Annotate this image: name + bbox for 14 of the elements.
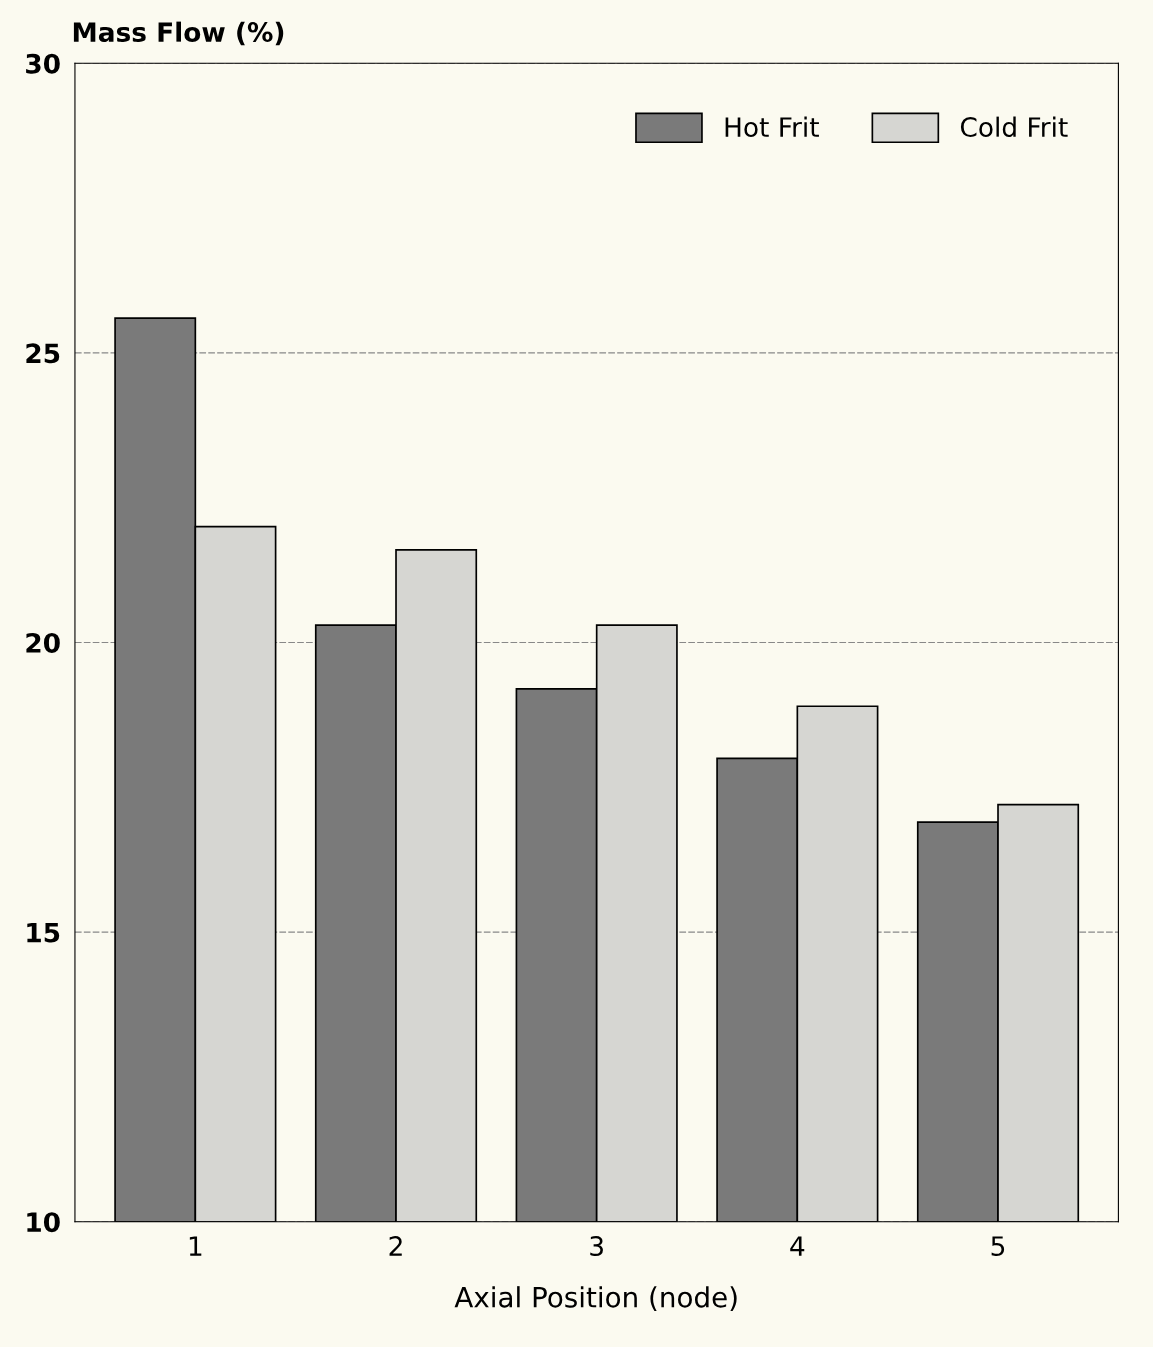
y-tick-label: 10 [27,1212,60,1233]
x-axis-title: Axial Position (node) [454,1286,737,1311]
x-tick-label: 3 [590,1236,603,1257]
y-tick-label: 25 [26,343,60,364]
y-tick-label: 30 [26,53,60,74]
legend-label: Hot Frit [725,116,819,138]
x-tick-label: 4 [790,1236,805,1256]
legend-label: Cold Frit [960,116,1068,138]
y-tick-label: 15 [27,922,60,943]
x-tick-label: 2 [389,1236,402,1256]
x-tick-label: 5 [991,1236,1005,1257]
y-tick-label: 20 [26,632,60,653]
y-axis-title: Mass Flow (%) [73,21,284,46]
x-tick-label: 1 [189,1236,202,1256]
